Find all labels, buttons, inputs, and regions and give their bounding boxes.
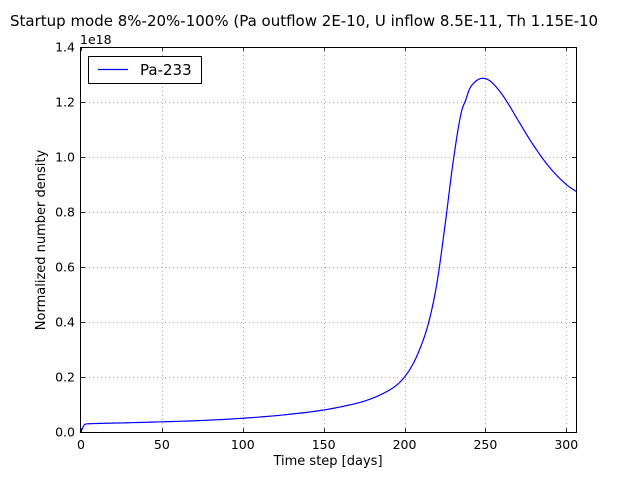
series-layer: [81, 78, 576, 432]
x-tick-label: 300: [554, 437, 578, 452]
legend: Pa-233: [89, 57, 202, 84]
x-tick-label: 100: [231, 437, 255, 452]
plot-frame: [81, 48, 577, 433]
y-tick-label: 1.4: [55, 40, 75, 55]
y-tick-label: 0.0: [55, 425, 75, 440]
chart-title: Startup mode 8%-20%-100% (Pa outflow 2E-…: [10, 12, 598, 30]
y-tick-label: 0.6: [55, 260, 75, 275]
y-tick-label: 0.2: [55, 370, 75, 385]
x-tick-label: 250: [473, 437, 497, 452]
legend-label-pa-233: Pa-233: [140, 61, 192, 79]
x-tick-label: 50: [154, 437, 170, 452]
y-tick-label: 0.8: [55, 205, 75, 220]
grid: [81, 47, 576, 432]
y-tick-label: 1.0: [55, 150, 75, 165]
x-axis-label: Time step [days]: [272, 454, 382, 469]
y-multiplier-label: 1e18: [80, 32, 112, 47]
x-tick-label: 200: [393, 437, 417, 452]
x-tick-label: 0: [77, 437, 85, 452]
y-axis-label: Normalized number density: [34, 150, 49, 331]
x-tick-label: 150: [312, 437, 336, 452]
y-tick-label: 0.4: [55, 315, 75, 330]
y-tick-label: 1.2: [55, 95, 75, 110]
series-line-pa-233: [81, 78, 576, 432]
tick-layer: 0 50 100 150 200 250 300 0.0 0.2 0.4 0.6 0.8 1.0 1.2 1…: [55, 40, 578, 453]
